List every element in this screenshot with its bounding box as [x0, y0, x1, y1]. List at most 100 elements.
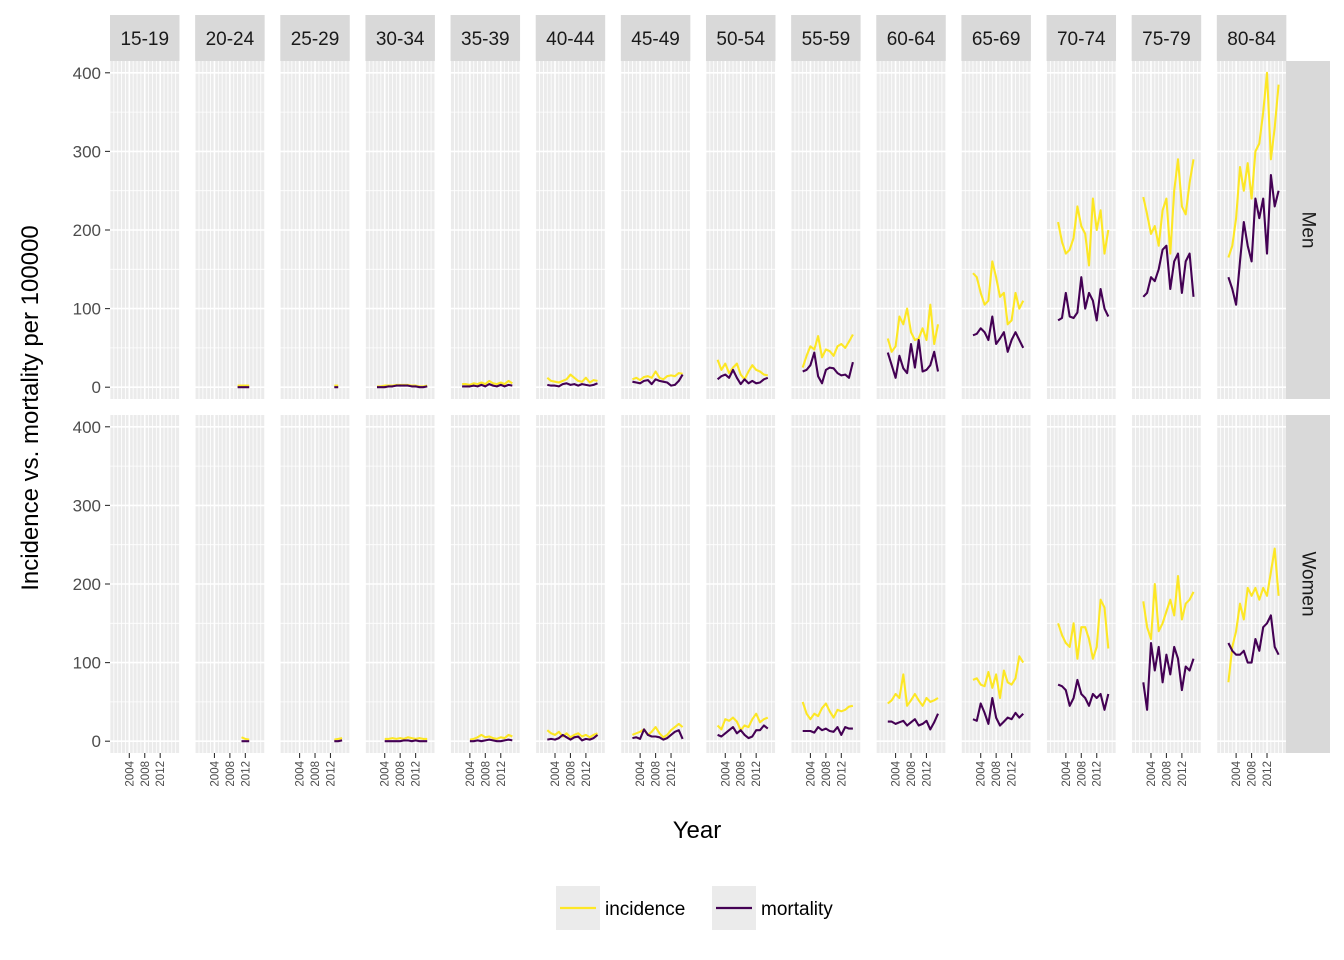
incidence-line [716, 712, 769, 732]
col-strip-bg [110, 15, 180, 61]
x-tick-label: 2004 [976, 760, 988, 786]
x-tick-label: 2008 [651, 761, 663, 787]
mortality-line [717, 724, 769, 740]
panel-men-75-79 [1131, 61, 1202, 399]
col-strip-15-19: 15-19 [110, 15, 180, 61]
x-tick-label: 2004 [209, 760, 221, 786]
mortality-line [377, 384, 428, 389]
incidence-line [1142, 575, 1195, 641]
col-strip-20-24: 20-24 [195, 15, 265, 61]
col-strip-bg [1216, 15, 1287, 61]
panel-men-15-19 [109, 61, 180, 399]
col-strip-label: 60-64 [887, 29, 936, 50]
col-strip-label: 50-54 [716, 29, 765, 50]
incidence-line [1057, 598, 1110, 660]
col-strip-bg [195, 15, 265, 61]
col-strip-bg [535, 15, 606, 61]
x-tick-label: 2012 [836, 761, 848, 787]
strips-layer: 15-19 20-24 25-29 30-34 35-39 40-44 45-49 50-54… [110, 15, 1330, 753]
mortality-line [384, 739, 428, 743]
col-strip-35-39: 35-39 [450, 15, 521, 61]
mortality-line [716, 368, 769, 386]
x-tick-label: 2008 [1247, 761, 1259, 787]
x-tick-label: 2012 [1092, 761, 1104, 787]
panel-men-45-49 [620, 61, 691, 399]
col-strip-label: 65-69 [972, 29, 1021, 50]
col-strip-label: 80-84 [1227, 29, 1276, 50]
col-strip-label: 30-34 [376, 29, 425, 50]
col-strip-50-54: 50-54 [705, 15, 776, 61]
col-strip-label: 15-19 [120, 29, 169, 50]
x-axis: 2004 2008 2012 2004 2008 2012 2004 2008 2012 2004… [124, 753, 1274, 787]
incidence-line [716, 359, 769, 381]
row-strip-bg [1286, 415, 1330, 753]
col-strip-bg [365, 15, 435, 61]
legend: incidence mortality [556, 886, 833, 930]
panel-men-55-59 [790, 61, 862, 399]
x-tick-label: 2012 [751, 761, 763, 787]
incidence-line [384, 736, 428, 740]
x-tick-label: 2008 [565, 761, 577, 787]
row-strip-men: Men [1286, 61, 1330, 399]
incidence-line [801, 333, 854, 368]
col-strip-75-79: 75-79 [1131, 15, 1202, 61]
x-tick-label: 2008 [395, 761, 407, 787]
incidence-line [886, 303, 940, 353]
panel-men-35-39 [450, 61, 521, 399]
mortality-line [632, 728, 684, 741]
x-tick-label: 2008 [480, 761, 492, 787]
x-tick-label: 2004 [1231, 760, 1243, 786]
incidence-line [462, 379, 513, 386]
panel-women-40-44 [535, 415, 606, 753]
col-strip-bg [620, 15, 691, 61]
col-strip-bg [1046, 15, 1117, 61]
col-strip-80-84: 80-84 [1216, 15, 1287, 61]
row-strip-women: Women [1286, 415, 1330, 753]
col-strip-65-69: 65-69 [961, 15, 1031, 61]
y-tick-label: 400 [73, 64, 101, 83]
incidence-line [241, 736, 250, 741]
x-tick-label: 2012 [496, 761, 508, 787]
mortality-line [462, 383, 513, 388]
y-tick-label: 100 [73, 654, 101, 673]
incidence-line [1227, 71, 1280, 258]
x-tick-label: 2012 [921, 761, 933, 787]
col-strip-label: 55-59 [802, 29, 851, 50]
col-strip-55-59: 55-59 [791, 15, 861, 61]
x-tick-label: 2004 [635, 760, 647, 786]
y-axis-title: Incidence vs. mortality per 100000 [17, 225, 44, 591]
row-strip-label: Women [1298, 551, 1319, 616]
x-tick-label: 2008 [821, 761, 833, 787]
x-tick-label: 2004 [124, 760, 136, 786]
y-tick-label: 100 [73, 300, 101, 319]
panel-women-80-84 [1216, 415, 1287, 753]
x-tick-label: 2012 [240, 761, 252, 787]
x-tick-label: 2012 [1262, 761, 1274, 787]
y-tick-label: 200 [73, 221, 101, 240]
x-tick-label: 2004 [380, 760, 392, 786]
panels-layer [109, 61, 1287, 753]
x-tick-label: 2012 [155, 761, 167, 787]
incidence-line [1227, 547, 1280, 683]
panel-men-60-64 [875, 61, 947, 399]
incidence-line [1142, 158, 1195, 255]
panel-women-30-34 [365, 415, 436, 753]
mortality-line [1057, 276, 1110, 322]
panel-women-60-64 [875, 415, 947, 753]
mortality-line [334, 739, 343, 743]
col-strip-label: 35-39 [461, 29, 510, 50]
col-strip-bg [1131, 15, 1202, 61]
panel-women-35-39 [450, 415, 521, 753]
incidence-line [334, 737, 343, 741]
col-strip-45-49: 45-49 [620, 15, 691, 61]
mortality-line [886, 338, 940, 379]
panel-men-30-34 [365, 61, 436, 399]
x-tick-label: 2012 [581, 761, 593, 787]
mortality-line [469, 738, 513, 743]
col-strip-40-44: 40-44 [535, 15, 606, 61]
incidence-line [469, 733, 513, 741]
x-tick-label: 2004 [720, 760, 732, 786]
y-tick-label: 0 [92, 732, 101, 751]
incidence-line [972, 655, 1025, 700]
